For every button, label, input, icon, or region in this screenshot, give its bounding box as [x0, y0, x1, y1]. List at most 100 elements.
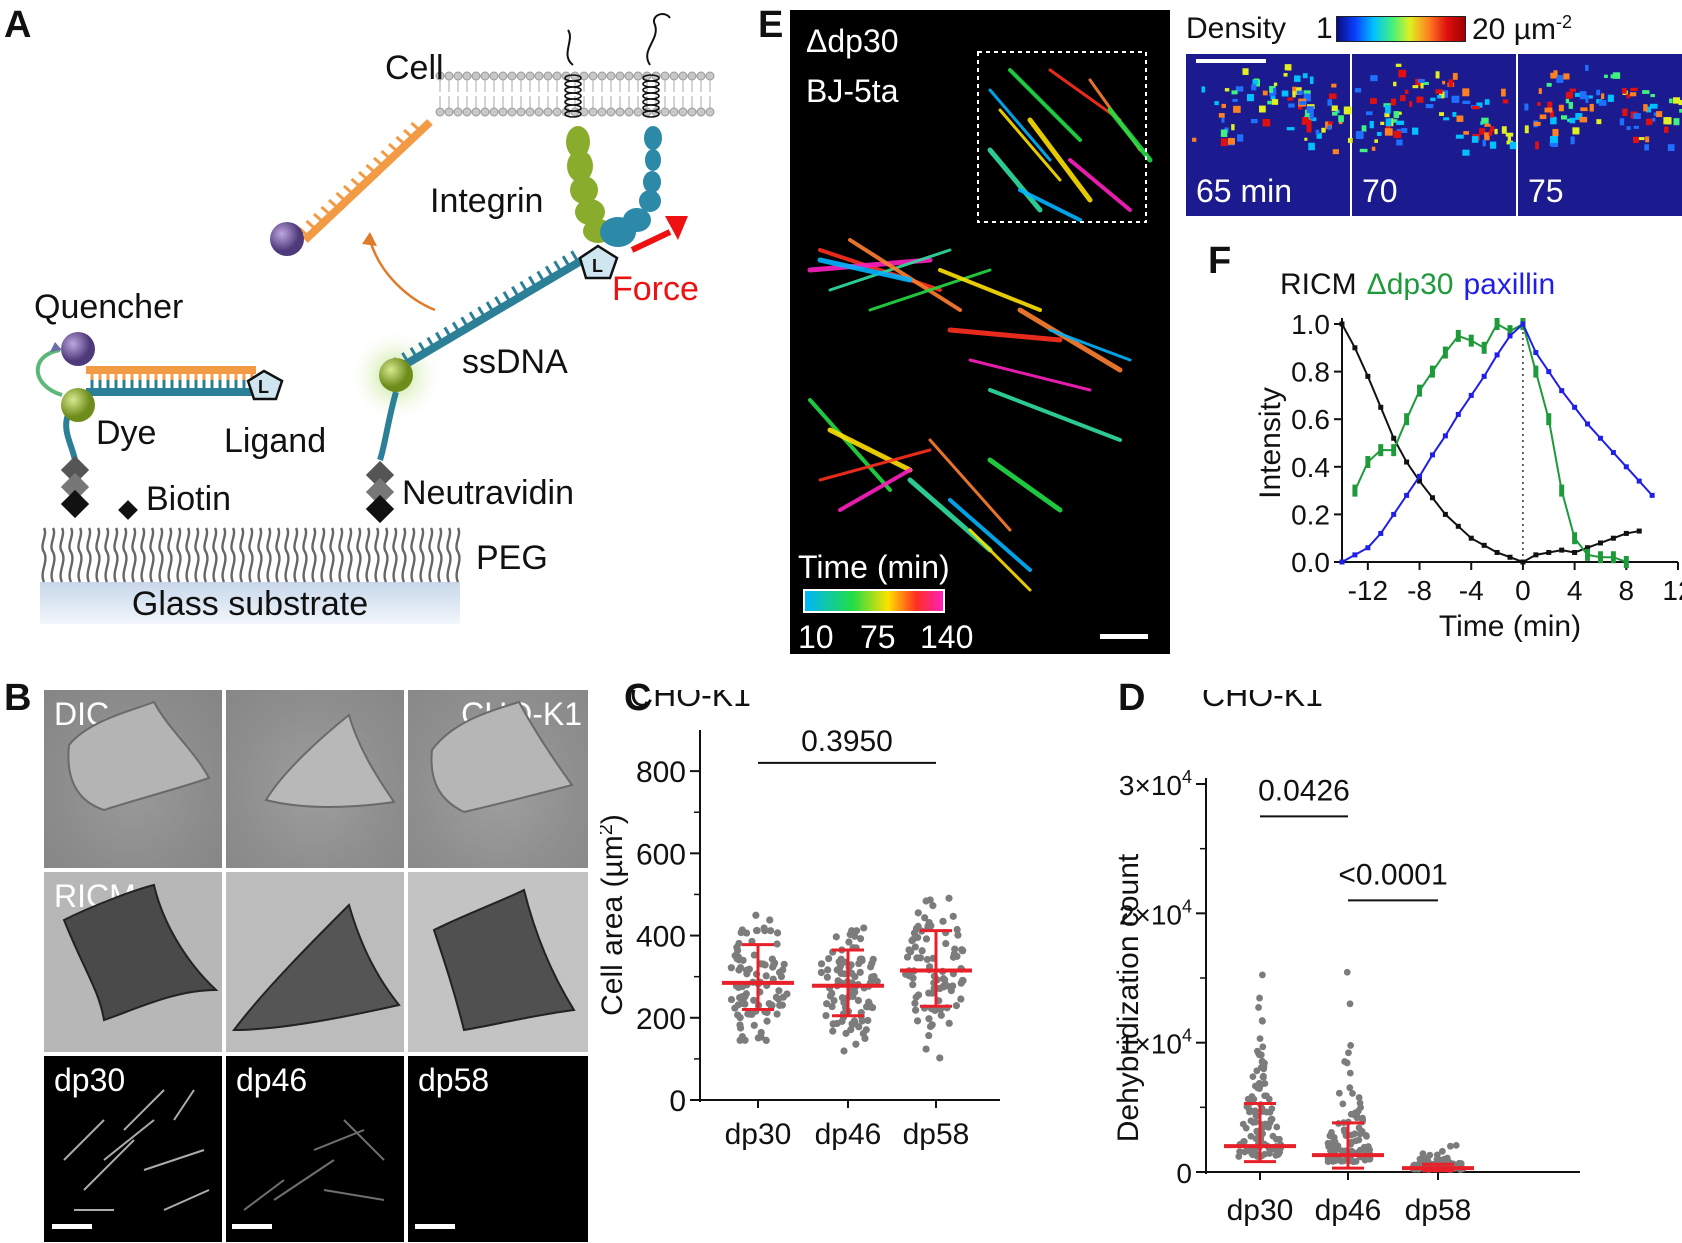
density-pixel	[1585, 64, 1589, 71]
density-pixel	[1539, 114, 1547, 120]
chart-c-point	[953, 925, 961, 934]
scale-bar-e	[1100, 634, 1148, 639]
density-pixel	[1327, 99, 1333, 106]
lipid-head	[489, 107, 499, 117]
chart-c-point	[940, 983, 948, 991]
base-pair	[570, 250, 579, 262]
base-pair	[350, 177, 362, 189]
chart-f-point	[1391, 435, 1397, 441]
ligand-linkage-unquenched	[35, 332, 284, 461]
chart-c-point	[817, 960, 826, 968]
chart-f-point	[1417, 478, 1423, 484]
chart-c-ytick-label: 200	[636, 1003, 686, 1036]
chart-c-point	[922, 935, 931, 943]
chart-f-point	[1585, 545, 1591, 551]
chart-f-point	[1585, 548, 1591, 561]
scale-bar-b1	[52, 1224, 92, 1229]
density-frame-75: 75	[1518, 54, 1682, 216]
chart-d-point	[1261, 1092, 1269, 1100]
density-pixel	[1251, 84, 1257, 91]
chart-c-point	[849, 992, 857, 1001]
dic-cell-3	[430, 700, 574, 814]
chart-c-point	[735, 966, 743, 974]
density-pixel	[1294, 75, 1301, 82]
density-pixel	[1607, 94, 1614, 102]
chart-d-point	[1337, 1157, 1345, 1165]
chart-f-xlabel: Time (min)	[1439, 610, 1581, 643]
chart-c-point	[849, 1020, 857, 1028]
density-pixel	[1401, 127, 1408, 134]
peg-strand	[266, 527, 272, 583]
base-pair	[519, 280, 529, 293]
adhesion-streak	[928, 438, 1012, 532]
helix-turn	[642, 86, 660, 94]
density-pixel	[1565, 92, 1574, 99]
chart-f-title-part: RICM	[1280, 268, 1357, 301]
chart-f-point	[1636, 478, 1642, 484]
peg-strand	[419, 527, 425, 583]
peg-strand	[320, 527, 326, 583]
chart-c-point	[733, 943, 741, 951]
chart-c-point	[825, 954, 833, 963]
time-tick-75: 75	[860, 619, 896, 654]
adhesion-streak	[987, 457, 1063, 513]
chart-f-xtick-label: 4	[1567, 575, 1583, 606]
base-pair	[460, 316, 469, 329]
chart-d-point	[1347, 1042, 1355, 1049]
base-pair	[343, 184, 354, 196]
chart-f-point	[1636, 528, 1642, 534]
lipid-head	[660, 107, 670, 117]
density-pixel	[1633, 113, 1641, 120]
chart-f-point	[1455, 523, 1461, 529]
chart-c-point	[846, 930, 854, 939]
peg-strand	[59, 527, 65, 583]
chart-f-point	[1610, 535, 1616, 541]
chart-d-pvalue-1: 0.0426	[1258, 774, 1350, 807]
chart-d-point	[1268, 1115, 1276, 1123]
density-pixel	[1252, 80, 1258, 85]
chart-d-ytick-label: 1×104	[1119, 1026, 1192, 1060]
chart-c-point	[823, 1000, 831, 1008]
chart-d-ytick-label: 0	[1176, 1158, 1192, 1189]
lipid-head	[444, 107, 454, 117]
chart-d-point	[1253, 1067, 1261, 1075]
peg-strand	[284, 527, 290, 583]
density-pixel	[1569, 117, 1576, 124]
base-pair	[502, 291, 512, 303]
density-pixel	[1612, 72, 1621, 79]
chart-c-point	[832, 933, 840, 941]
chart-d-point	[1255, 1004, 1262, 1011]
density-pixel	[1547, 101, 1553, 110]
chart-d-point	[1260, 1063, 1268, 1070]
base-pair	[401, 352, 410, 364]
adhesion-streak	[808, 398, 892, 492]
peg-strand	[203, 527, 209, 583]
label-peg: PEG	[476, 539, 548, 577]
density-pixel	[1550, 141, 1559, 147]
density-pixel	[1398, 69, 1407, 78]
adhesion-streak	[948, 498, 1032, 572]
lipid-head	[660, 71, 670, 81]
chart-d-point	[1251, 1107, 1259, 1115]
chart-d-xtick-label: dp46	[1315, 1194, 1382, 1227]
chart-f-point	[1623, 530, 1629, 536]
peg-strand	[104, 527, 110, 583]
density-pixel	[1667, 144, 1675, 151]
chart-f-point	[1378, 404, 1384, 410]
chart-f-point	[1352, 345, 1358, 351]
density-pixel	[1596, 89, 1601, 96]
ricm-cell-3	[432, 888, 576, 1032]
chart-f-point	[1468, 334, 1474, 347]
peg-strand	[113, 527, 119, 583]
lipid-head	[696, 107, 706, 117]
density-pixel	[1232, 98, 1238, 102]
chart-f-point	[1481, 542, 1487, 548]
chart-c-point	[958, 946, 966, 954]
density-pixel	[1443, 117, 1450, 121]
density-pixel	[1269, 85, 1276, 93]
chart-d-point	[1335, 1089, 1343, 1097]
density-pixel	[1292, 90, 1296, 98]
chart-f-point	[1623, 556, 1629, 568]
chart-c-point	[761, 961, 769, 969]
lipid-head	[525, 107, 535, 117]
